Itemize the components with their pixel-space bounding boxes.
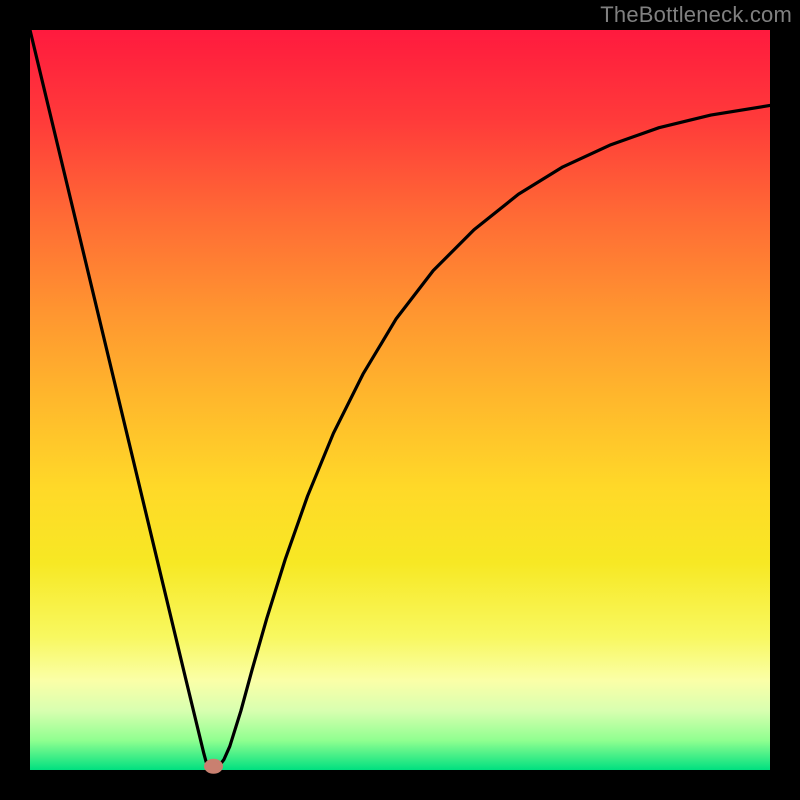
curve-layer [0,0,800,800]
bottleneck-curve [30,30,770,769]
optimal-point-marker [205,759,223,773]
chart-container: TheBottleneck.com [0,0,800,800]
